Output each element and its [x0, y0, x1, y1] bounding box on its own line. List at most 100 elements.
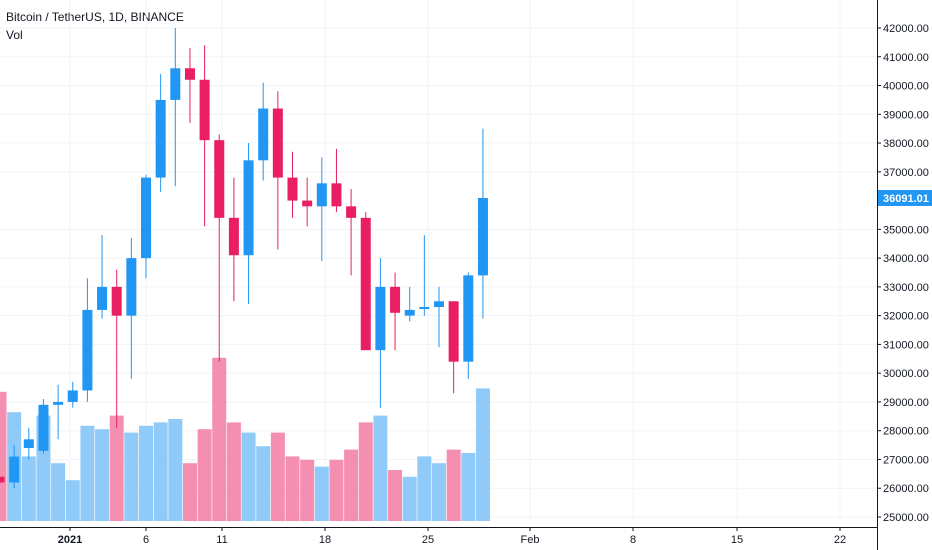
- candle-body: [419, 307, 430, 310]
- volume-bar: [402, 476, 417, 521]
- candles: [0, 28, 488, 489]
- volume-bar: [182, 463, 197, 521]
- volume-bar: [285, 456, 300, 521]
- candle-body: [477, 197, 488, 276]
- price-tick-label: 25000.00: [883, 512, 929, 524]
- candle-body: [448, 301, 459, 362]
- time-tick-label: 25: [422, 534, 434, 546]
- volume-label: Vol: [6, 28, 23, 42]
- volume-bar: [432, 463, 446, 521]
- volume-bar: [388, 470, 403, 521]
- candle-body: [67, 390, 78, 402]
- volume-bar: [21, 456, 36, 521]
- price-tick-label: 29000.00: [883, 397, 929, 409]
- candle-body: [287, 177, 298, 201]
- volume-bar: [270, 432, 285, 521]
- candle-body: [170, 68, 181, 100]
- volume-bar: [0, 391, 7, 521]
- price-tick-label: 26000.00: [883, 483, 929, 495]
- price-tick-label: 27000.00: [883, 454, 929, 466]
- candle-body: [214, 140, 225, 218]
- volume-bar: [256, 446, 271, 521]
- volume-bar: [300, 459, 315, 521]
- candle-body: [375, 286, 386, 351]
- price-tick-label: 28000.00: [883, 426, 929, 438]
- volume-bar: [446, 449, 461, 521]
- time-tick-label: 15: [731, 534, 743, 546]
- last-price-tag: [878, 189, 932, 206]
- time-tick-label: 2021: [58, 534, 82, 546]
- candle-body: [346, 206, 357, 218]
- volume-bar: [168, 419, 183, 521]
- volume-bar: [226, 422, 241, 521]
- candle-body: [463, 275, 474, 362]
- volume-bar: [65, 480, 80, 521]
- candle-body: [23, 439, 34, 448]
- time-tick-label: Feb: [521, 534, 540, 546]
- candle-body: [97, 286, 108, 310]
- chart-legend: Bitcoin / TetherUS, 1D, BINANCE Vol: [6, 8, 184, 44]
- price-tick-label: 30000.00: [883, 368, 929, 380]
- time-tick-label: 22: [834, 534, 846, 546]
- price-tick-label: 34000.00: [883, 253, 929, 265]
- price-tick-label: 41000.00: [883, 52, 929, 64]
- candle-body: [302, 200, 313, 207]
- volume-bar: [197, 429, 212, 521]
- volume-bar: [417, 456, 432, 521]
- candle-body: [434, 301, 444, 308]
- candle-body: [228, 217, 239, 256]
- candle-body: [184, 68, 195, 80]
- candle-body: [404, 309, 415, 316]
- candle-body: [316, 183, 327, 207]
- candle-body: [0, 476, 5, 483]
- volume-bar: [241, 432, 256, 521]
- price-tick-label: 31000.00: [883, 339, 929, 351]
- price-tick-label: 37000.00: [883, 167, 929, 179]
- time-tick-label: 8: [630, 534, 636, 546]
- volume-bar: [51, 463, 66, 521]
- volume-bar: [314, 466, 329, 521]
- candle-body: [38, 404, 49, 451]
- volume-bar: [461, 453, 476, 521]
- candle-body: [243, 160, 254, 256]
- volume-bar: [344, 449, 359, 521]
- price-tick-label: 39000.00: [883, 109, 929, 121]
- volume-bars: [0, 357, 490, 521]
- time-tick-label: 6: [143, 534, 149, 546]
- volume-bar: [358, 422, 373, 521]
- price-tick-label: 32000.00: [883, 311, 929, 323]
- volume-bar: [95, 429, 110, 521]
- price-tick-label: 40000.00: [883, 81, 929, 93]
- price-tick-label: 38000.00: [883, 138, 929, 150]
- candle-body: [272, 108, 283, 178]
- volume-bar: [373, 415, 388, 521]
- volume-bar: [475, 388, 490, 521]
- candle-body: [111, 286, 122, 316]
- volume-bar: [124, 432, 139, 521]
- volume-bar: [80, 425, 95, 521]
- candle-body: [390, 286, 401, 313]
- price-tick-label: 42000.00: [883, 23, 929, 35]
- volume-bar: [153, 422, 168, 521]
- price-tick-label: 35000.00: [883, 224, 929, 236]
- candle-body: [155, 99, 166, 178]
- candle-body: [199, 79, 210, 141]
- candle-body: [141, 177, 151, 259]
- price-tick-label: 33000.00: [883, 282, 929, 294]
- last-price-label: 36091.01: [883, 193, 929, 205]
- candle-body: [126, 258, 137, 316]
- volume-bar: [212, 357, 227, 521]
- candle-body: [331, 183, 342, 207]
- symbol-title: Bitcoin / TetherUS, 1D, BINANCE: [6, 10, 184, 24]
- candle-body: [9, 456, 20, 483]
- time-tick-label: 11: [216, 534, 227, 546]
- candle-body: [258, 108, 269, 161]
- volume-bar: [109, 415, 124, 521]
- candle-body: [53, 401, 64, 405]
- volume-bar: [329, 459, 344, 521]
- volume-bar: [139, 425, 153, 521]
- candle-body: [82, 309, 93, 391]
- time-tick-label: 18: [319, 534, 331, 546]
